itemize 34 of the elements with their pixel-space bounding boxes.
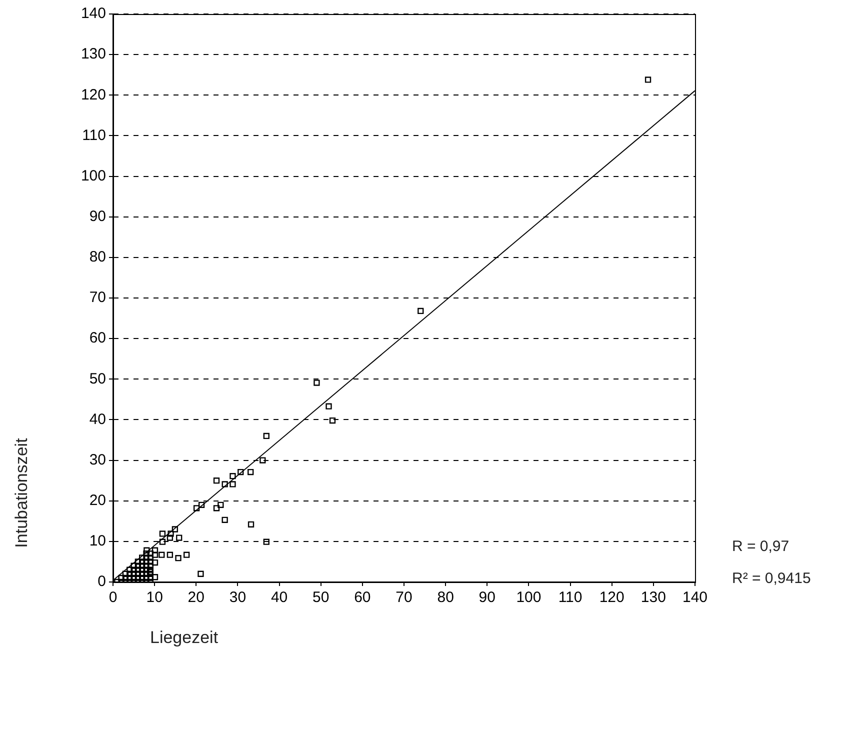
- y-tick-label: 90: [89, 208, 106, 225]
- text: R² = 0,9415: [732, 569, 811, 589]
- y-tick-label: 40: [89, 410, 106, 428]
- x-tick-label: 90: [478, 589, 496, 606]
- x-tick-label: 120: [599, 589, 624, 606]
- y-tick-label: 130: [80, 46, 106, 63]
- x-tick-label: 60: [354, 589, 371, 606]
- x-tick-label: 100: [516, 589, 542, 606]
- x-tick-label: 50: [312, 589, 330, 606]
- y-tick-label: 80: [89, 248, 106, 266]
- y-tick-label: 120: [80, 86, 106, 104]
- y-tick-label: 70: [89, 289, 106, 306]
- y-tick-label: 50: [89, 370, 106, 388]
- y-tick-label: 100: [80, 167, 106, 184]
- x-tick-label: 130: [640, 589, 666, 606]
- x-tick-label: 70: [396, 589, 412, 606]
- y-tick-label: 110: [82, 126, 106, 144]
- x-axis-title: Liegezeit: [150, 628, 218, 648]
- y-tick-label: 30: [89, 451, 106, 468]
- x-tick-label: 20: [188, 589, 204, 606]
- y-tick-label: 10: [89, 532, 106, 550]
- y-tick-label: 20: [89, 492, 106, 509]
- x-tick-label: 30: [229, 589, 246, 606]
- y-tick-label: 140: [80, 5, 106, 22]
- y-tick-label: 0: [98, 573, 106, 590]
- x-tick-label: 80: [437, 589, 454, 606]
- x-tick-label: 140: [682, 589, 708, 606]
- y-axis-title: Intubationszeit: [12, 438, 32, 548]
- x-tick-label: 10: [146, 589, 163, 606]
- x-tick-label: 110: [558, 589, 582, 606]
- y-tick-label: 60: [89, 330, 106, 347]
- text: R = 0,97: [732, 537, 790, 557]
- x-tick-label: 0: [108, 589, 118, 606]
- x-tick-label: 40: [270, 589, 288, 606]
